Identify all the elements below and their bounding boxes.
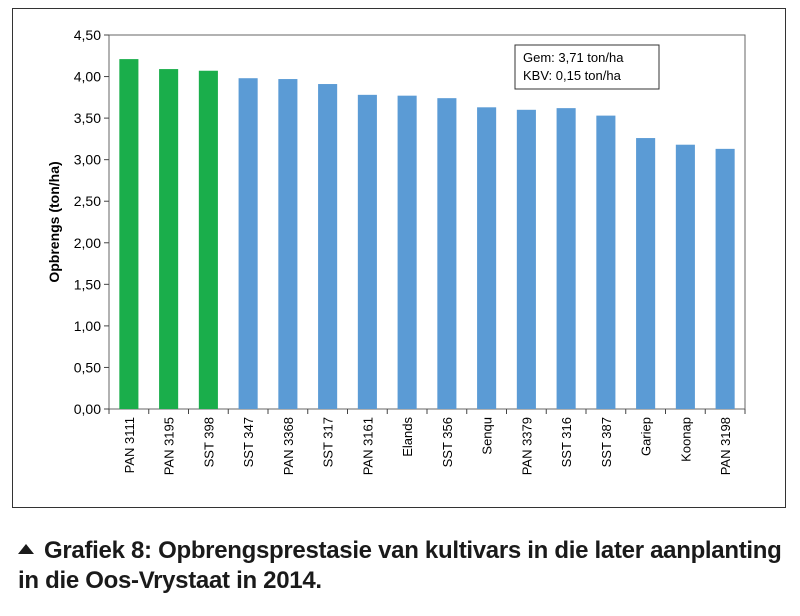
x-tick-label: SST 387 bbox=[599, 417, 614, 467]
x-tick-label: SST 316 bbox=[559, 417, 574, 467]
x-tick-label: Gariep bbox=[639, 417, 654, 456]
figure-caption: Grafiek 8: Opbrengsprestasie van kultiva… bbox=[18, 536, 788, 596]
bar bbox=[675, 144, 695, 409]
x-tick-label: Koonap bbox=[678, 417, 693, 462]
bar bbox=[437, 98, 457, 410]
x-tick-label: SST 317 bbox=[321, 417, 336, 467]
x-tick-label: PAN 3161 bbox=[360, 417, 375, 475]
bar-chart: 0,00 0,50 1,00 1,50 2,00 2,50 3,00 3,50 4,00 4,50… bbox=[46, 27, 746, 475]
x-tick-label: PAN 3368 bbox=[281, 417, 296, 475]
y-axis-label: Opbrengs (ton/ha) bbox=[46, 161, 62, 282]
y-tick-label: 3,00 bbox=[74, 152, 101, 168]
bar bbox=[516, 109, 536, 410]
bar bbox=[596, 115, 616, 410]
bar bbox=[556, 108, 576, 409]
y-tick-label: 0,50 bbox=[74, 359, 101, 375]
bar bbox=[198, 70, 218, 409]
bar bbox=[397, 95, 417, 409]
x-tick-label: PAN 3111 bbox=[122, 417, 137, 473]
bar bbox=[715, 148, 735, 409]
y-tick-label: 4,50 bbox=[74, 27, 101, 43]
x-tick-label: SST 347 bbox=[241, 417, 256, 467]
bar bbox=[477, 107, 497, 409]
y-tick-label: 2,00 bbox=[74, 235, 101, 251]
bar bbox=[636, 138, 656, 409]
y-tick-label: 1,00 bbox=[74, 318, 101, 334]
x-tick-label: PAN 3379 bbox=[519, 417, 534, 475]
bar bbox=[318, 84, 338, 409]
x-tick-label: SST 398 bbox=[201, 417, 216, 467]
x-tick-label: PAN 3198 bbox=[718, 417, 733, 475]
y-tick-label: 1,50 bbox=[74, 276, 101, 292]
y-tick-label: 3,50 bbox=[74, 110, 101, 126]
bar bbox=[238, 78, 258, 410]
bar bbox=[119, 59, 139, 409]
y-tick-label: 2,50 bbox=[74, 193, 101, 209]
y-tick-label: 4,00 bbox=[74, 69, 101, 85]
bar bbox=[357, 94, 377, 409]
x-tick-label: SST 356 bbox=[440, 417, 455, 467]
stats-annotation-line: KBV: 0,15 ton/ha bbox=[523, 68, 622, 83]
y-tick-label: 0,00 bbox=[74, 401, 101, 417]
bar bbox=[278, 79, 298, 409]
stats-annotation-line: Gem: 3,71 ton/ha bbox=[523, 50, 624, 65]
stats-annotation-box bbox=[514, 44, 660, 90]
x-tick-label: Elands bbox=[400, 417, 415, 457]
x-tick-label: Senqu bbox=[480, 417, 495, 455]
x-tick-label: PAN 3195 bbox=[162, 417, 177, 475]
chart-frame: 0,00 0,50 1,00 1,50 2,00 2,50 3,00 3,50 4,00 4,50… bbox=[12, 8, 786, 508]
caption-text: Grafiek 8: Opbrengsprestasie van kultiva… bbox=[18, 537, 782, 594]
bar bbox=[159, 69, 179, 409]
triangle-up-icon bbox=[18, 544, 34, 554]
